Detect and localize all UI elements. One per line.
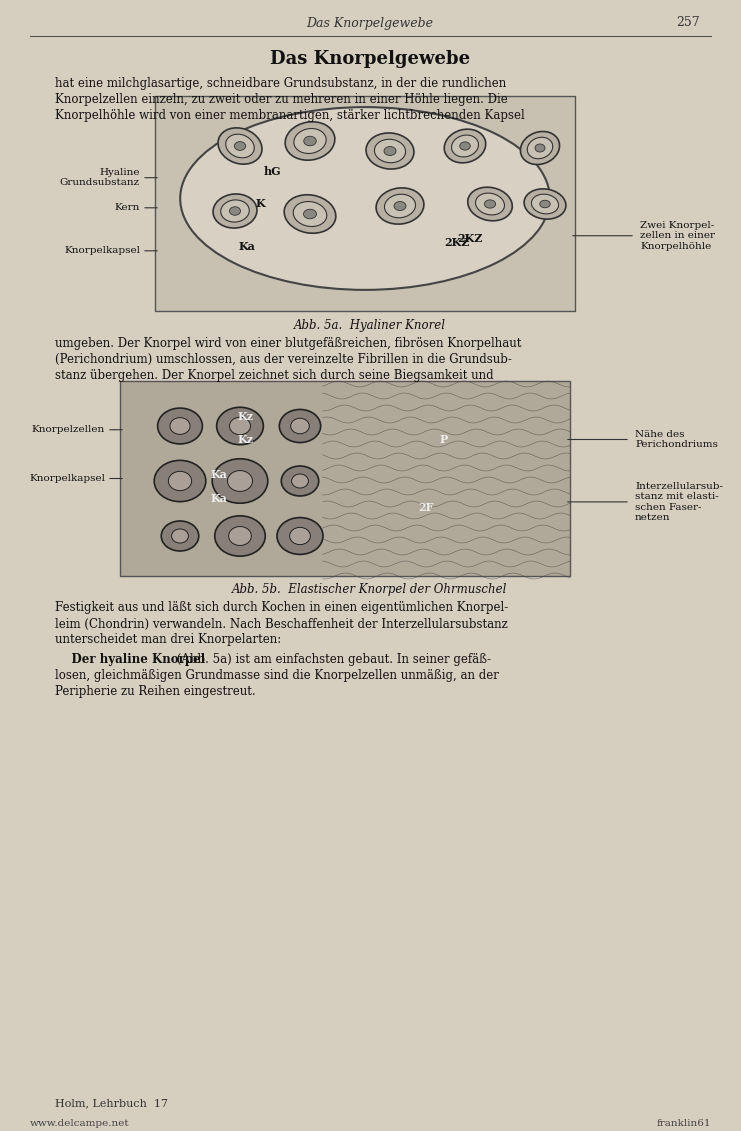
Ellipse shape xyxy=(468,188,512,221)
Text: Knorpelzellen einzeln, zu zweit oder zu mehreren in einer Höhle liegen. Die: Knorpelzellen einzeln, zu zweit oder zu … xyxy=(55,93,508,105)
Ellipse shape xyxy=(485,200,496,208)
Ellipse shape xyxy=(445,129,486,163)
Ellipse shape xyxy=(293,201,327,226)
Ellipse shape xyxy=(230,417,250,434)
Text: Hyaline
Grundsubstanz: Hyaline Grundsubstanz xyxy=(60,169,140,188)
Ellipse shape xyxy=(294,129,326,154)
Text: umgeben. Der Knorpel wird von einer blutgefäßreichen, fibrösen Knorpelhaut: umgeben. Der Knorpel wird von einer blut… xyxy=(55,337,522,349)
Ellipse shape xyxy=(290,418,309,434)
Ellipse shape xyxy=(476,193,505,215)
Ellipse shape xyxy=(285,122,335,161)
Ellipse shape xyxy=(385,195,416,218)
Ellipse shape xyxy=(216,407,263,444)
Ellipse shape xyxy=(230,207,241,215)
Ellipse shape xyxy=(234,141,245,150)
Text: unterscheidet man drei Knorpelarten:: unterscheidet man drei Knorpelarten: xyxy=(55,633,282,647)
Ellipse shape xyxy=(291,474,308,487)
Text: Abb. 5a.  Hyaliner Knorel: Abb. 5a. Hyaliner Knorel xyxy=(294,319,446,331)
Ellipse shape xyxy=(170,417,190,434)
Text: (Perichondrium) umschlossen, aus der vereinzelte Fibrillen in die Grundsub-: (Perichondrium) umschlossen, aus der ver… xyxy=(55,353,512,365)
Text: Knorpelhöhle wird von einer membranartigen, stärker lichtbrechenden Kapsel: Knorpelhöhle wird von einer membranartig… xyxy=(55,109,525,121)
Bar xyxy=(120,381,570,576)
Ellipse shape xyxy=(304,136,316,146)
Text: Kz: Kz xyxy=(238,434,254,444)
Ellipse shape xyxy=(229,527,251,545)
Bar xyxy=(155,96,575,311)
Text: Kern: Kern xyxy=(115,204,140,213)
Text: (Abb. 5a) ist am einfachsten gebaut. In seiner gefäß-: (Abb. 5a) ist am einfachsten gebaut. In … xyxy=(173,654,491,666)
Ellipse shape xyxy=(451,135,479,157)
Text: Ka: Ka xyxy=(210,492,227,503)
Ellipse shape xyxy=(226,135,254,158)
Text: 2F: 2F xyxy=(418,502,433,513)
Ellipse shape xyxy=(215,516,265,556)
Ellipse shape xyxy=(180,107,550,290)
Ellipse shape xyxy=(531,195,559,214)
Text: Das Knorpelgewebe: Das Knorpelgewebe xyxy=(270,50,470,68)
Ellipse shape xyxy=(158,408,202,443)
Text: Kz: Kz xyxy=(238,411,254,422)
Ellipse shape xyxy=(282,466,319,497)
Text: hat eine milchglasartige, schneidbare Grundsubstanz, in der die rundlichen: hat eine milchglasartige, schneidbare Gr… xyxy=(55,77,506,89)
Ellipse shape xyxy=(304,209,316,218)
Ellipse shape xyxy=(162,521,199,551)
Ellipse shape xyxy=(172,529,188,543)
Text: Knorpelzellen: Knorpelzellen xyxy=(32,425,105,434)
Ellipse shape xyxy=(277,518,323,554)
Text: Zwei Knorpel-
zellen in einer
Knorpelhöhle: Zwei Knorpel- zellen in einer Knorpelhöh… xyxy=(640,221,715,251)
Text: Knorpelkapsel: Knorpelkapsel xyxy=(29,474,105,483)
Text: Nähe des
Perichondriums: Nähe des Perichondriums xyxy=(635,430,718,449)
Text: Der hyaline Knorpel: Der hyaline Knorpel xyxy=(55,654,205,666)
Text: stanz übergehen. Der Knorpel zeichnet sich durch seine Biegsamkeit und: stanz übergehen. Der Knorpel zeichnet si… xyxy=(55,369,494,381)
Text: losen, gleichmäßigen Grundmasse sind die Knorpelzellen unmäßig, an der: losen, gleichmäßigen Grundmasse sind die… xyxy=(55,670,499,682)
Text: Peripherie zu Reihen eingestreut.: Peripherie zu Reihen eingestreut. xyxy=(55,685,256,699)
Text: Ka: Ka xyxy=(239,241,256,252)
Text: Interzellularsub-
stanz mit elasti-
schen Faser-
netzen: Interzellularsub- stanz mit elasti- sche… xyxy=(635,482,723,523)
Text: www.delcampe.net: www.delcampe.net xyxy=(30,1119,130,1128)
Text: 2KZ: 2KZ xyxy=(445,236,470,248)
Text: Knorpelkapsel: Knorpelkapsel xyxy=(64,247,140,256)
Text: P: P xyxy=(440,434,448,444)
Ellipse shape xyxy=(528,137,553,158)
Ellipse shape xyxy=(154,460,206,502)
Ellipse shape xyxy=(394,201,406,210)
Ellipse shape xyxy=(524,189,566,219)
Ellipse shape xyxy=(535,144,545,152)
Text: leim (Chondrin) verwandeln. Nach Beschaffenheit der Interzellularsubstanz: leim (Chondrin) verwandeln. Nach Beschaf… xyxy=(55,618,508,630)
Text: 2KZ: 2KZ xyxy=(457,233,483,244)
Text: K: K xyxy=(255,198,265,209)
Ellipse shape xyxy=(366,133,414,169)
Text: Abb. 5b.  Elastischer Knorpel der Ohrmuschel: Abb. 5b. Elastischer Knorpel der Ohrmusc… xyxy=(233,584,508,596)
Ellipse shape xyxy=(384,147,396,155)
Ellipse shape xyxy=(213,193,257,228)
Ellipse shape xyxy=(218,128,262,164)
Text: hG: hG xyxy=(264,166,282,176)
Ellipse shape xyxy=(212,459,268,503)
Ellipse shape xyxy=(374,139,405,163)
Ellipse shape xyxy=(376,188,424,224)
Ellipse shape xyxy=(221,200,249,222)
Ellipse shape xyxy=(285,195,336,233)
Ellipse shape xyxy=(539,200,551,208)
Text: 257: 257 xyxy=(677,17,700,29)
Text: Das Knorpelgewebe: Das Knorpelgewebe xyxy=(307,17,433,29)
Text: franklin61: franklin61 xyxy=(657,1119,711,1128)
Text: Ka: Ka xyxy=(210,469,227,480)
Text: Festigkeit aus und läßt sich durch Kochen in einen eigentümlichen Knorpel-: Festigkeit aus und läßt sich durch Koche… xyxy=(55,602,508,614)
Ellipse shape xyxy=(227,470,253,491)
Ellipse shape xyxy=(459,141,471,150)
Ellipse shape xyxy=(168,472,192,491)
Ellipse shape xyxy=(290,527,310,545)
Ellipse shape xyxy=(520,131,559,164)
Ellipse shape xyxy=(279,409,321,442)
Text: Holm, Lehrbuch  17: Holm, Lehrbuch 17 xyxy=(55,1098,168,1108)
